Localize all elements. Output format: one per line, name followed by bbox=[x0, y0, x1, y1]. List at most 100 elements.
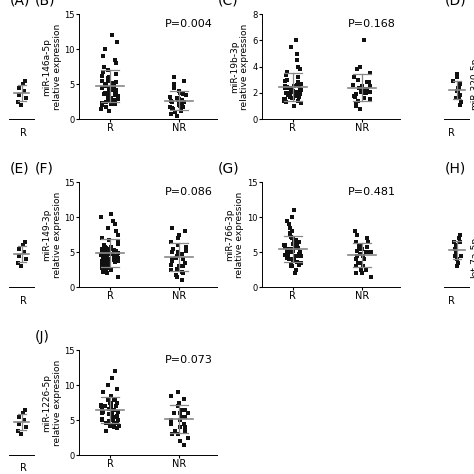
Point bbox=[292, 244, 299, 252]
Point bbox=[98, 409, 106, 417]
Point bbox=[358, 245, 365, 253]
Point bbox=[173, 430, 181, 438]
Text: P=0.004: P=0.004 bbox=[165, 19, 213, 29]
Point bbox=[453, 262, 461, 270]
Point bbox=[456, 91, 463, 99]
Point bbox=[358, 82, 366, 90]
Point bbox=[451, 238, 458, 246]
Point bbox=[354, 97, 362, 105]
Point bbox=[287, 224, 294, 231]
Point bbox=[294, 97, 301, 105]
Point bbox=[167, 110, 175, 118]
Point bbox=[176, 416, 183, 424]
Point bbox=[172, 271, 180, 278]
Point bbox=[352, 238, 359, 246]
Text: P=0.481: P=0.481 bbox=[347, 187, 395, 197]
Point bbox=[168, 224, 176, 231]
Point bbox=[176, 102, 184, 109]
Point bbox=[349, 81, 357, 89]
Point bbox=[112, 402, 119, 410]
Point bbox=[350, 92, 358, 100]
Point bbox=[288, 233, 295, 240]
Point bbox=[105, 405, 113, 413]
Point bbox=[293, 56, 301, 64]
Point bbox=[283, 83, 291, 91]
Point bbox=[297, 100, 305, 107]
Text: let-7a-5p
relative expression: let-7a-5p relative expression bbox=[471, 191, 474, 278]
Point bbox=[290, 238, 298, 246]
Point bbox=[99, 415, 106, 422]
Point bbox=[286, 84, 293, 91]
Point bbox=[110, 420, 118, 428]
Point bbox=[112, 89, 119, 96]
Point bbox=[290, 247, 297, 255]
Point bbox=[110, 256, 118, 264]
Point bbox=[289, 94, 296, 102]
Point bbox=[282, 96, 289, 103]
Point bbox=[452, 241, 459, 249]
Point bbox=[110, 253, 118, 261]
Point bbox=[294, 63, 302, 71]
Point bbox=[353, 100, 360, 107]
Point bbox=[354, 259, 362, 266]
Point bbox=[285, 245, 292, 253]
Point bbox=[293, 89, 301, 96]
Point bbox=[105, 97, 112, 104]
Point bbox=[19, 81, 27, 88]
Point bbox=[168, 257, 176, 264]
Point bbox=[363, 85, 370, 93]
Point bbox=[356, 259, 364, 266]
Point bbox=[114, 92, 121, 100]
Point bbox=[15, 91, 23, 99]
Point bbox=[109, 80, 117, 87]
Point bbox=[283, 68, 291, 76]
Point bbox=[357, 88, 365, 95]
Point bbox=[455, 259, 462, 266]
Point bbox=[182, 247, 190, 255]
Point bbox=[98, 261, 106, 268]
Point bbox=[114, 94, 121, 101]
Point bbox=[457, 98, 465, 106]
Point bbox=[14, 259, 22, 266]
Point bbox=[114, 416, 122, 424]
Point bbox=[20, 416, 27, 424]
Point bbox=[283, 76, 291, 83]
Point bbox=[293, 50, 301, 57]
Point bbox=[296, 85, 304, 93]
Point bbox=[454, 70, 461, 77]
Point bbox=[22, 423, 29, 431]
Point bbox=[102, 98, 109, 106]
Point bbox=[170, 84, 178, 91]
Point bbox=[15, 84, 23, 91]
Point bbox=[102, 262, 109, 269]
Point bbox=[280, 96, 288, 103]
Point bbox=[176, 437, 183, 445]
Point bbox=[355, 76, 362, 83]
Point bbox=[283, 250, 291, 257]
Point bbox=[297, 80, 304, 88]
Point bbox=[363, 234, 371, 242]
Point bbox=[284, 247, 292, 255]
Point bbox=[110, 82, 118, 90]
Point bbox=[293, 92, 301, 100]
Point bbox=[112, 78, 119, 86]
Point bbox=[175, 262, 182, 270]
Point bbox=[20, 87, 27, 95]
Point bbox=[113, 38, 121, 46]
Point bbox=[98, 105, 105, 112]
Text: (D): (D) bbox=[445, 0, 466, 8]
Point bbox=[297, 248, 304, 256]
Point bbox=[363, 248, 370, 256]
Point bbox=[288, 248, 296, 256]
Point bbox=[111, 91, 119, 99]
Point bbox=[173, 252, 181, 259]
Point bbox=[101, 252, 109, 259]
Point bbox=[21, 77, 29, 84]
Point bbox=[360, 255, 368, 263]
Point bbox=[15, 420, 23, 428]
Point bbox=[356, 250, 364, 257]
Point bbox=[352, 255, 360, 263]
Point bbox=[286, 229, 293, 237]
Point bbox=[105, 264, 113, 271]
Point bbox=[452, 245, 459, 253]
